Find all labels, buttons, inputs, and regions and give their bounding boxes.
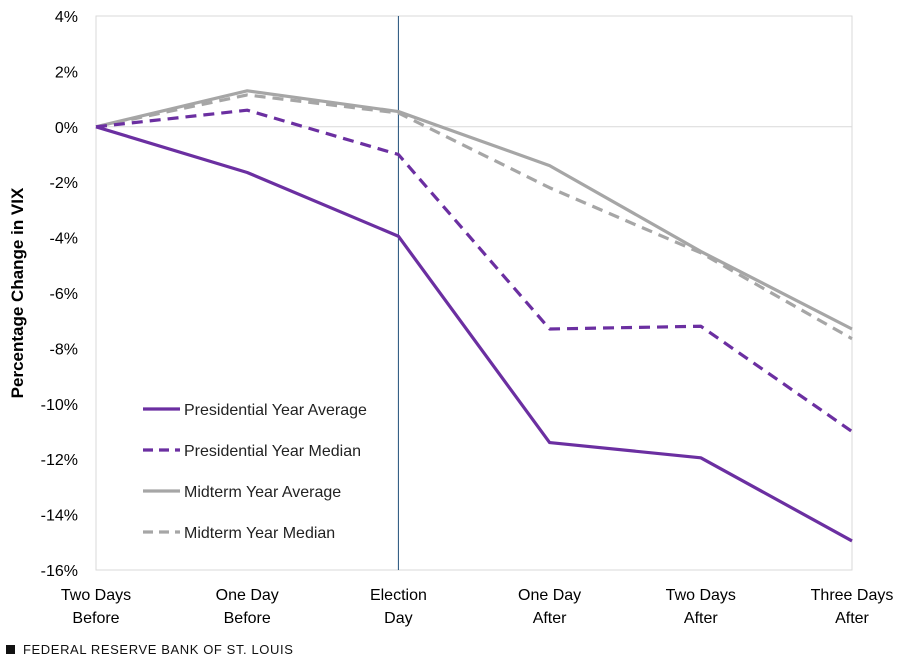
- y-tick-label: -10%: [41, 397, 78, 414]
- y-tick-label: 0%: [55, 120, 78, 137]
- plot-area-border: [95, 15, 853, 571]
- series-line-midterm-year-median: [95, 93, 853, 341]
- footer-square-icon: [6, 645, 15, 654]
- y-tick-label: -8%: [50, 341, 78, 358]
- series-line-midterm-year-average: [95, 89, 853, 331]
- x-tick-label: Three Days After: [811, 587, 894, 627]
- footer-source-text: FEDERAL RESERVE BANK OF ST. LOUIS: [23, 642, 294, 657]
- y-axis-label: Percentage Change in VIX: [8, 187, 27, 398]
- x-tick-label: One Day Before: [216, 587, 279, 627]
- x-tick-label: Two Days Before: [61, 587, 131, 627]
- y-tick-label: -4%: [50, 231, 78, 248]
- legend-label: Midterm Year Median: [184, 525, 335, 542]
- y-tick-label: 4%: [55, 9, 78, 26]
- y-tick-label: 2%: [55, 64, 78, 81]
- x-tick-label: Two Days After: [666, 587, 736, 627]
- footer-source: FEDERAL RESERVE BANK OF ST. LOUIS: [6, 642, 293, 657]
- x-tick-label: Election Day: [370, 587, 427, 627]
- legend-label: Presidential Year Median: [184, 443, 361, 460]
- legend-label: Presidential Year Average: [184, 402, 367, 419]
- y-tick-label: -14%: [41, 508, 78, 525]
- y-tick-label: -2%: [50, 175, 78, 192]
- series-line-presidential-year-median: [95, 108, 853, 433]
- y-tick-label: -6%: [50, 286, 78, 303]
- legend-label: Midterm Year Average: [184, 484, 341, 501]
- series-line-presidential-year-average: [95, 125, 853, 543]
- x-tick-label: One Day After: [518, 587, 581, 627]
- y-tick-label: -16%: [41, 563, 78, 580]
- vix-line-chart: 4% 2% 0% -2% -4% -6% -8% -10% -12% -14% -16% Two Da…: [8, 9, 894, 627]
- y-tick-label: -12%: [41, 452, 78, 469]
